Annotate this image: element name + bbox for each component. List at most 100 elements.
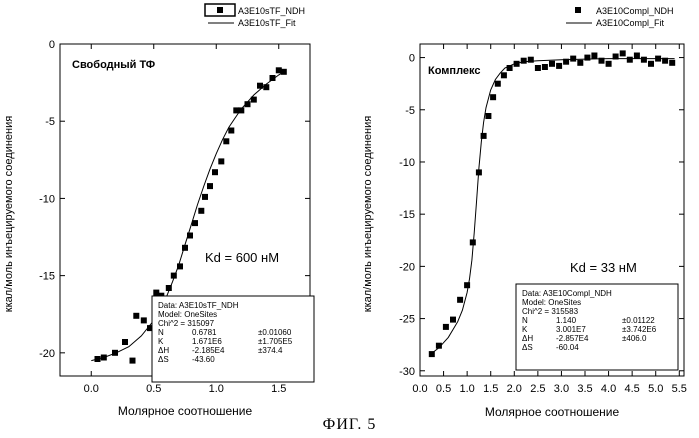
- fit-curve-line: [429, 58, 675, 356]
- data-point: [435, 342, 442, 349]
- params-text: Chi^2 = 315583: [522, 307, 579, 316]
- data-point: [577, 59, 584, 66]
- data-point: [669, 59, 676, 66]
- data-point: [257, 82, 263, 89]
- y-tick-label: -20: [399, 261, 415, 273]
- data-point: [626, 56, 633, 63]
- y-tick-label: -30: [399, 366, 415, 378]
- data-point: [228, 127, 235, 134]
- data-point: [207, 183, 213, 190]
- params-name: ΔH: [522, 334, 533, 343]
- data-point: [480, 132, 487, 139]
- data-point: [100, 354, 107, 361]
- x-tick-label: 3.0: [554, 383, 569, 395]
- data-point: [490, 94, 497, 101]
- y-tick-label: -10: [399, 157, 415, 169]
- params-value: 1.671E6: [192, 337, 222, 346]
- data-point: [192, 220, 198, 227]
- params-text: Data: A3E10sTF_NDH: [158, 301, 239, 310]
- data-point: [182, 244, 188, 251]
- x-tick-label: 0.5: [436, 383, 451, 395]
- legend-marker-frame: [204, 3, 236, 17]
- data-point: [549, 60, 555, 67]
- data-point: [450, 316, 456, 323]
- data-point: [598, 57, 605, 64]
- x-tick-label: 0.0: [412, 383, 427, 395]
- params-name: ΔH: [158, 346, 169, 355]
- legend-series-label: A3E10Compl_NDH: [596, 6, 674, 16]
- data-point: [469, 239, 476, 246]
- y-tick-label: -25: [399, 314, 415, 326]
- params-name: N: [522, 316, 528, 325]
- data-point: [464, 282, 471, 289]
- data-point: [122, 339, 128, 345]
- data-point: [218, 158, 225, 165]
- data-point: [280, 68, 287, 75]
- data-point: [640, 56, 647, 63]
- data-point: [591, 52, 598, 59]
- y-tick-label: 0: [49, 39, 55, 51]
- data-point: [655, 55, 662, 62]
- y-tick-label: -15: [399, 209, 415, 221]
- y-tick-label: -20: [39, 348, 55, 360]
- x-tick-label: 1.5: [483, 383, 498, 395]
- data-point: [570, 55, 577, 62]
- data-point: [244, 101, 251, 108]
- data-point: [457, 296, 464, 303]
- data-point: [520, 57, 527, 64]
- params-value: 3.001E7: [556, 325, 586, 334]
- x-tick-label: 1.0: [459, 383, 474, 395]
- data-point: [165, 285, 172, 291]
- data-point: [212, 169, 218, 176]
- data-point: [475, 169, 482, 176]
- params-value: -2.857E4: [556, 334, 589, 343]
- params-error: ±1.705E5: [258, 337, 293, 346]
- params-value: -2.185E4: [192, 346, 225, 355]
- params-text: Model: OneSites: [158, 310, 217, 319]
- data-point: [428, 351, 435, 358]
- x-tick-label: 5.5: [672, 383, 687, 395]
- data-point: [605, 60, 612, 67]
- params-text: Data: A3E10Compl_NDH: [522, 289, 612, 298]
- y-axis-label: ккал/моль инъецируемого соединения: [3, 116, 15, 312]
- params-box: [151, 295, 315, 383]
- params-text: Model: OneSites: [522, 298, 581, 307]
- data-point: [223, 138, 230, 145]
- y-tick-label: 0: [409, 53, 415, 65]
- data-point: [442, 323, 449, 330]
- data-point: [275, 67, 282, 74]
- x-axis-label: Молярное соотношение: [485, 405, 620, 419]
- data-point: [140, 317, 147, 324]
- data-point: [500, 72, 507, 79]
- params-name: ΔS: [522, 343, 533, 352]
- x-tick-label: 4.5: [624, 383, 639, 395]
- params-name: N: [158, 328, 164, 337]
- data-point: [170, 272, 177, 279]
- y-tick-label: -10: [39, 193, 55, 205]
- x-tick-label: 5.0: [648, 383, 663, 395]
- params-error: ±0.01060: [258, 328, 292, 337]
- kd-label: Kd = 600 нМ: [205, 250, 279, 265]
- x-tick-label: 3.5: [577, 383, 592, 395]
- panel-label: Комплекс: [428, 65, 481, 77]
- data-point: [506, 65, 513, 71]
- params-box: [515, 283, 679, 371]
- data-point: [612, 53, 619, 60]
- data-point: [513, 60, 520, 67]
- params-value: -60.04: [556, 343, 579, 352]
- data-point: [187, 232, 193, 239]
- data-point: [534, 65, 541, 71]
- x-tick-label: 4.0: [601, 383, 616, 395]
- x-tick-label: 1.5: [271, 383, 286, 395]
- x-tick-label: 0.5: [146, 383, 161, 395]
- data-point: [238, 107, 245, 114]
- params-name: K: [522, 325, 528, 334]
- y-tick-label: -5: [45, 116, 55, 128]
- params-text: Chi^2 = 315097: [158, 319, 215, 328]
- data-point: [662, 57, 669, 64]
- data-point: [202, 193, 208, 200]
- legend-series-label: A3E10sTF_NDH: [238, 6, 305, 16]
- data-point: [633, 52, 640, 59]
- data-point: [94, 356, 101, 362]
- data-point: [177, 263, 183, 270]
